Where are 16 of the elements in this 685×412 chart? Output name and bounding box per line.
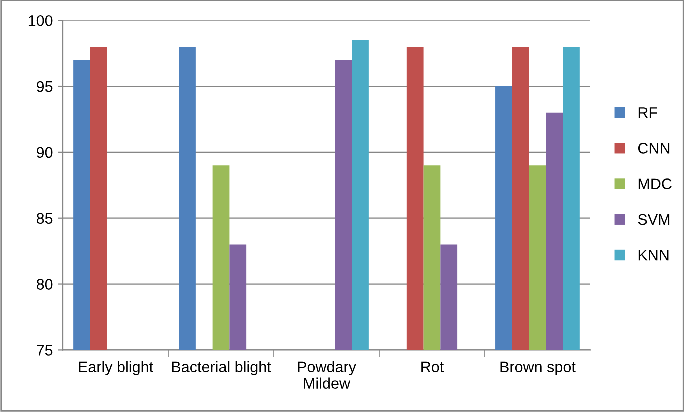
x-tick-label: Brown spot xyxy=(500,362,576,376)
y-tick-label: 85 xyxy=(36,213,53,224)
y-tick-label: 90 xyxy=(37,147,53,158)
legend-label: RF xyxy=(638,108,658,118)
y-tick-label: 80 xyxy=(36,279,53,290)
x-tick-label: Bacterial blight xyxy=(172,361,272,376)
x-tick-label: Rot xyxy=(422,362,444,373)
y-tick-label: 100 xyxy=(28,15,53,26)
y-tick-label: 75 xyxy=(37,345,53,356)
legend-label: SVM xyxy=(638,214,670,226)
x-tick-label: Early blight xyxy=(79,361,154,376)
x-tick-label: Powdary Mildew xyxy=(298,361,356,389)
legend-label: KNN xyxy=(638,250,669,261)
y-tick-label: 95 xyxy=(37,81,53,92)
legend-label: MDC xyxy=(638,178,672,190)
legend-label: CNN xyxy=(638,143,670,154)
